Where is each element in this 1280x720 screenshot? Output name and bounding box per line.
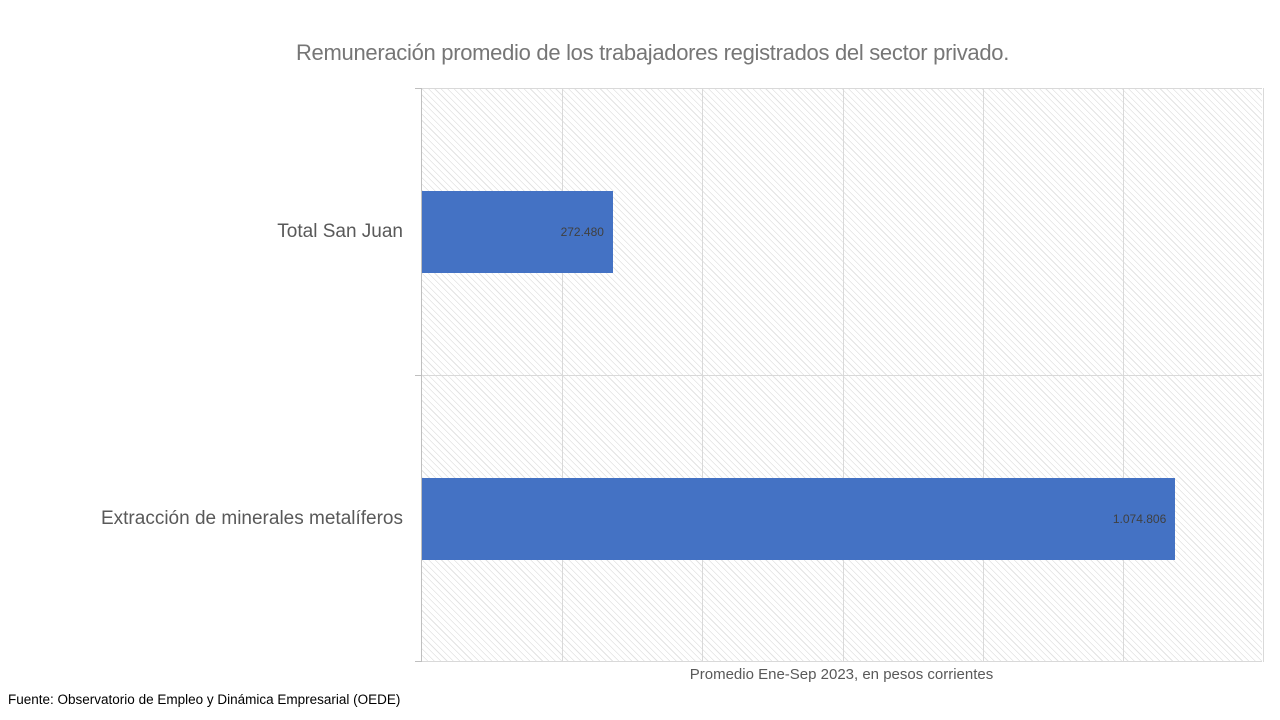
category-label-total-san-juan: Total San Juan (277, 220, 403, 242)
plot-area: 272.480 1.074.806 (415, 88, 1264, 662)
x-axis-title: Promedio Ene-Sep 2023, en pesos corrient… (689, 666, 994, 683)
axis-tick (415, 88, 422, 89)
category-label-extraccion-minerales: Extracción de minerales metalíferos (100, 507, 403, 529)
bar-value-label: 272.480 (560, 224, 604, 239)
horizontal-gridline (422, 88, 1262, 89)
axis-tick (415, 375, 422, 376)
bar-total-san-juan[interactable]: 272.480 (422, 190, 613, 273)
bar-extraccion-minerales[interactable]: 1.074.806 (422, 477, 1176, 560)
horizontal-gridline (422, 375, 1262, 376)
chart-title: Remuneración promedio de los trabajadore… (295, 40, 1010, 65)
vertical-gridline (1263, 88, 1264, 662)
axis-tick (415, 661, 422, 662)
source-note: Fuente: Observatorio de Empleo y Dinámic… (8, 692, 401, 707)
horizontal-gridline (422, 661, 1262, 662)
bar-value-label: 1.074.806 (1112, 511, 1167, 526)
